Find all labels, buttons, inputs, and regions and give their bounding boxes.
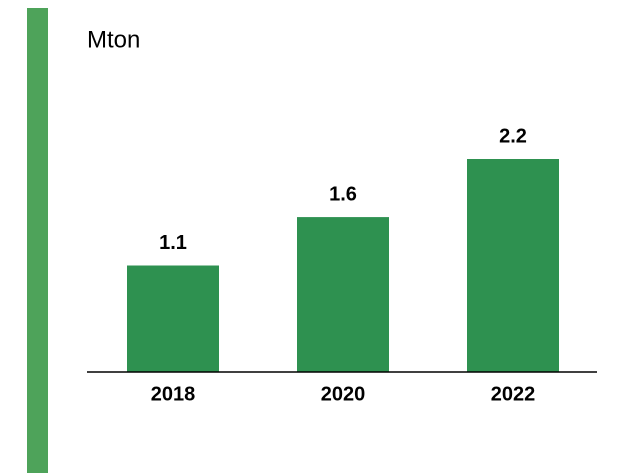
side-accent [27, 8, 48, 473]
value-label: 2.2 [499, 125, 527, 147]
bar [467, 159, 559, 372]
x-tick-label: 2020 [321, 383, 366, 405]
x-tick-label: 2018 [151, 383, 196, 405]
bar [127, 265, 219, 372]
value-label: 1.1 [159, 232, 187, 254]
value-label: 1.6 [329, 183, 357, 205]
bar [297, 217, 389, 372]
x-tick-label: 2022 [491, 383, 536, 405]
chart-title: Mton [87, 26, 140, 53]
